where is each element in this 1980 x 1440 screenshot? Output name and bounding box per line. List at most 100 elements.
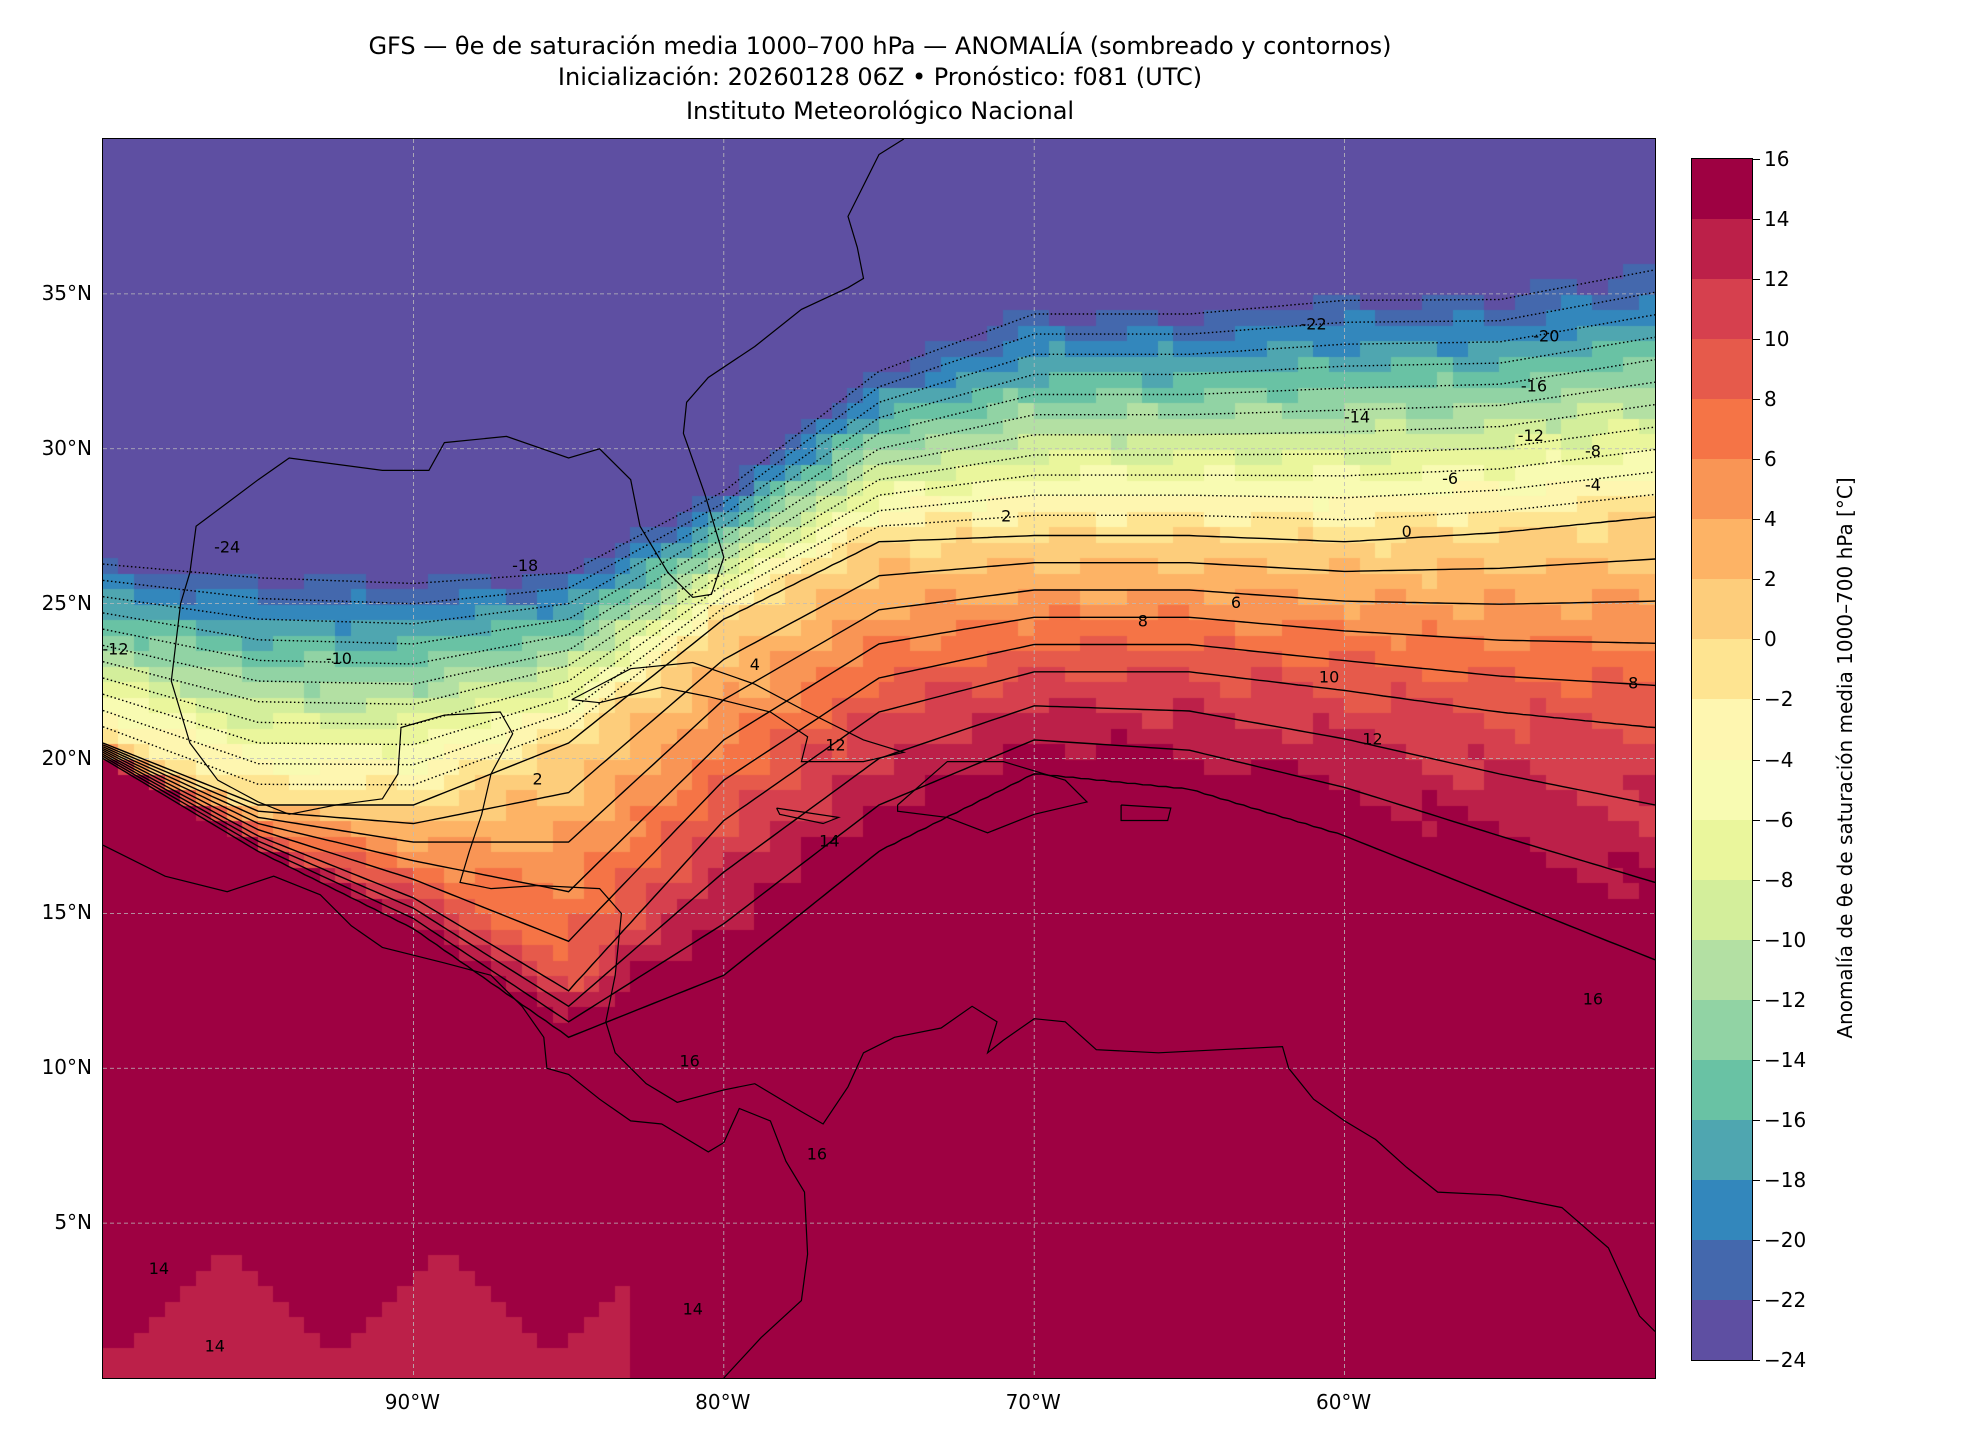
coastline <box>1120 804 1172 822</box>
map-plot-area: -24 -18 -10 -12 -22 -20 -16 -14 -12 -8 -6 -4 2 0 6 8 10 1… <box>102 138 1656 1379</box>
contour-label: 14 <box>819 832 839 851</box>
contour-label: 0 <box>1402 522 1412 541</box>
colorbar-segment <box>1692 759 1752 820</box>
coastline <box>180 711 1655 1332</box>
chart-institution: Instituto Meteorológico Nacional <box>685 97 1075 125</box>
coastline <box>103 844 809 1378</box>
colorbar-segment <box>1692 578 1752 640</box>
y-tick-label: 35°N <box>41 280 92 305</box>
colorbar-tick-label: 0 <box>1764 627 1777 652</box>
colorbar-segment <box>1692 158 1752 220</box>
contour-line <box>103 448 1655 746</box>
contour-label: 2 <box>1001 506 1011 525</box>
contour-line <box>103 359 1655 665</box>
y-tick-label: 25°N <box>41 590 92 615</box>
x-tick-label: 60°W <box>1315 1390 1372 1414</box>
contour-line <box>103 426 1655 726</box>
colorbar-tick-label: 12 <box>1764 267 1790 292</box>
contour-line <box>103 643 1655 943</box>
colorbar-tick-label: −4 <box>1764 747 1794 772</box>
contour-label: -12 <box>1518 426 1544 445</box>
y-tick-label: 20°N <box>41 745 92 770</box>
colorbar-tick-label: 6 <box>1764 447 1777 472</box>
contour-label: 14 <box>683 1299 703 1318</box>
contour-label: 8 <box>1628 674 1638 693</box>
contour-label: -22 <box>1300 314 1326 333</box>
map-overlay: -24 -18 -10 -12 -22 -20 -16 -14 -12 -8 -6 -4 2 0 6 8 10 1… <box>103 139 1655 1378</box>
colorbar-tick <box>1752 1179 1760 1181</box>
coastline <box>776 807 841 825</box>
contour-label: -12 <box>103 640 128 659</box>
colorbar-tick <box>1752 639 1760 641</box>
colorbar-segment <box>1692 638 1752 700</box>
colorbar-tick <box>1752 1119 1760 1121</box>
chart-title: GFS — θe de saturación media 1000–700 hP… <box>368 32 1392 60</box>
colorbar-tick-label: 8 <box>1764 387 1777 412</box>
colorbar-tick-label: 2 <box>1764 567 1777 592</box>
colorbar-tick <box>1752 279 1760 281</box>
contour-label: -6 <box>1442 469 1458 488</box>
colorbar-tick <box>1752 459 1760 461</box>
contour-label: 12 <box>1362 729 1382 748</box>
contour-line <box>103 705 1655 1008</box>
colorbar-tick-label: −20 <box>1764 1227 1807 1252</box>
colorbar-segment <box>1692 278 1752 340</box>
y-tick-label: 5°N <box>54 1210 92 1235</box>
colorbar-segment <box>1692 819 1752 880</box>
contour-line <box>103 471 1655 766</box>
colorbar-tick <box>1752 939 1760 941</box>
x-tick-label: 80°W <box>695 1390 751 1414</box>
colorbar-tick <box>1752 1360 1760 1361</box>
colorbar-tick <box>1752 579 1760 581</box>
coastline <box>170 139 905 713</box>
colorbar-tick-label: −2 <box>1764 687 1794 712</box>
contour-label: -8 <box>1585 441 1601 460</box>
colorbar-tick-label: −12 <box>1764 987 1807 1012</box>
colorbar-segment <box>1692 1119 1752 1180</box>
colorbar <box>1691 158 1753 1361</box>
colorbar-segment <box>1692 1179 1752 1240</box>
chart-subtitle: Inicialización: 20260128 06Z • Pronóstic… <box>557 63 1203 91</box>
contour-line <box>103 493 1655 786</box>
contour-line <box>103 558 1655 825</box>
y-tick-label: 15°N <box>41 900 92 925</box>
coastline <box>571 661 907 763</box>
colorbar-tick <box>1752 339 1760 341</box>
colorbar-segment <box>1692 458 1752 520</box>
contour-label: -24 <box>214 537 240 556</box>
colorbar-tick <box>1752 159 1760 160</box>
colorbar-tick-label: −10 <box>1764 927 1807 952</box>
colorbar-segment <box>1692 398 1752 460</box>
colorbar-tick-label: −22 <box>1764 1287 1807 1312</box>
contour-line <box>103 757 1655 1039</box>
contour-line <box>103 381 1655 685</box>
colorbar-tick <box>1752 699 1760 701</box>
colorbar-segment <box>1692 1239 1752 1300</box>
contour-label: -16 <box>1521 376 1547 395</box>
contour-line <box>103 291 1655 605</box>
contour-label: 14 <box>149 1259 169 1278</box>
contour-line <box>103 589 1655 843</box>
colorbar-tick <box>1752 399 1760 401</box>
coastline <box>896 760 1089 834</box>
colorbar-tick <box>1752 219 1760 221</box>
contour-label: 14 <box>205 1337 225 1356</box>
colorbar-tick-label: −14 <box>1764 1047 1807 1072</box>
colorbar-segment <box>1692 1299 1752 1360</box>
colorbar-tick <box>1752 999 1760 1001</box>
colorbar-segment <box>1692 338 1752 400</box>
colorbar-tick-label: −16 <box>1764 1107 1807 1132</box>
contour-line <box>103 671 1655 992</box>
colorbar-tick-label: 10 <box>1764 327 1790 352</box>
contour-line <box>103 739 1655 1023</box>
colorbar-segment <box>1692 939 1752 1000</box>
colorbar-segment <box>1692 879 1752 940</box>
contour-label: 12 <box>825 736 845 755</box>
colorbar-tick <box>1752 1059 1760 1061</box>
colorbar-tick-label: 14 <box>1764 207 1790 232</box>
contour-label: -10 <box>326 649 352 668</box>
colorbar-segment <box>1692 218 1752 280</box>
colorbar-segment <box>1692 518 1752 580</box>
colorbar-tick-label: −24 <box>1764 1348 1807 1372</box>
colorbar-tick-label: 16 <box>1764 147 1790 171</box>
